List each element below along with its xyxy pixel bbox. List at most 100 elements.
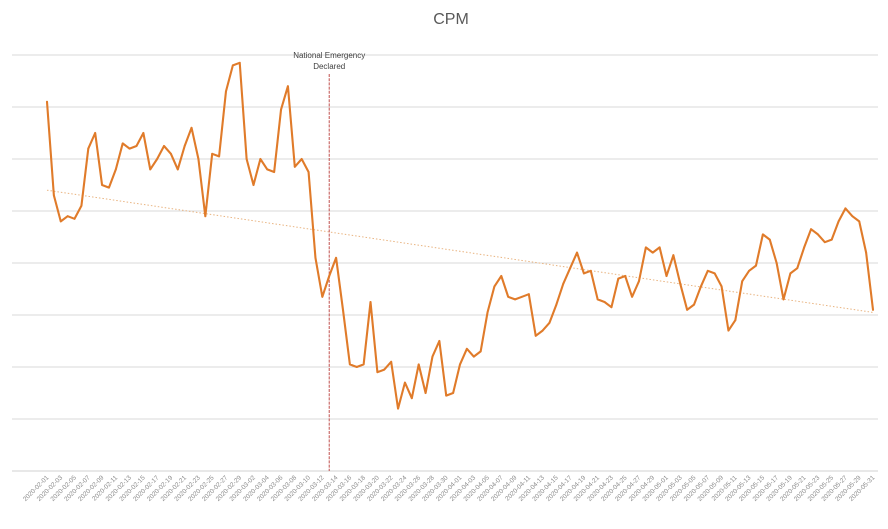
cpm-data-points [46,61,874,410]
data-point [569,267,572,270]
data-point [273,171,276,173]
chart-title: CPM [433,11,469,28]
trendline [46,189,874,313]
data-point [638,280,640,283]
data-point [280,108,282,111]
data-point [548,321,551,324]
data-point [713,272,716,275]
data-point [472,355,475,358]
data-point [658,246,661,249]
data-point [576,251,578,254]
data-point [755,264,757,267]
data-point [459,363,461,366]
data-point [87,147,90,150]
data-point [803,246,806,249]
data-point [465,347,468,350]
data-point [500,275,503,277]
data-point [108,186,110,189]
data-point [287,85,289,88]
data-point [741,280,744,283]
data-point [858,220,861,223]
data-point [94,132,97,134]
data-point [314,256,317,259]
data-point [259,158,262,160]
data-point [672,254,675,257]
data-point [479,350,482,353]
data-point [183,145,186,147]
data-point [218,155,220,158]
data-point [293,165,296,168]
data-point [417,363,420,366]
data-point [596,298,599,301]
data-point [335,256,337,259]
data-point [66,215,69,218]
data-point [789,272,792,275]
data-point [830,238,833,241]
data-point [631,295,633,298]
data-point [734,319,737,322]
data-point [307,171,310,173]
data-point [817,233,819,236]
data-point [225,90,227,93]
data-point [369,301,372,303]
data-point [493,285,496,288]
data-point [397,407,399,410]
data-point [170,152,172,155]
data-point [328,275,331,277]
data-point [46,100,48,103]
data-point [190,126,193,129]
data-point [486,311,489,314]
data-point [121,142,124,145]
data-point [114,168,117,171]
data-point [837,220,840,223]
x-axis-tick-labels: 2020-02-012020-02-032020-02-052020-02-07… [22,474,877,503]
cpm-series-line [45,61,875,410]
data-point [300,158,303,160]
data-point [727,329,730,332]
data-point [527,293,530,296]
data-point [644,246,647,249]
data-point [617,277,620,280]
data-point [438,340,441,342]
data-point [452,392,455,394]
data-point [761,233,764,236]
data-point [142,132,145,134]
data-point [245,158,248,160]
data-point [796,267,799,270]
data-point [851,215,854,218]
data-point [823,241,826,244]
data-point [665,275,668,277]
data-point [610,306,613,309]
data-point [59,220,62,223]
data-point [589,269,592,272]
data-point [149,168,152,171]
data-point [720,285,723,288]
data-point [231,64,234,67]
data-point [810,228,812,231]
data-point [624,275,627,277]
data-point [321,295,324,298]
data-point [73,217,76,220]
data-point [445,394,448,397]
data-point [410,397,413,400]
annotation-line-2: Declared [313,62,345,71]
data-point [679,282,682,285]
data-point [176,168,179,171]
data-point [404,381,406,384]
data-point [362,363,365,366]
data-point [700,285,702,288]
data-point [775,262,778,264]
data-point [211,152,214,155]
data-point [844,207,847,210]
data-point [514,298,516,301]
data-point [507,295,510,298]
data-point [383,368,386,371]
data-point [101,184,103,186]
data-point [693,303,695,306]
data-point [266,168,269,171]
annotation-line-1: National Emergency [293,51,365,60]
data-point [521,295,523,298]
data-point [431,355,434,358]
data-point [252,184,255,186]
data-point [355,366,358,368]
